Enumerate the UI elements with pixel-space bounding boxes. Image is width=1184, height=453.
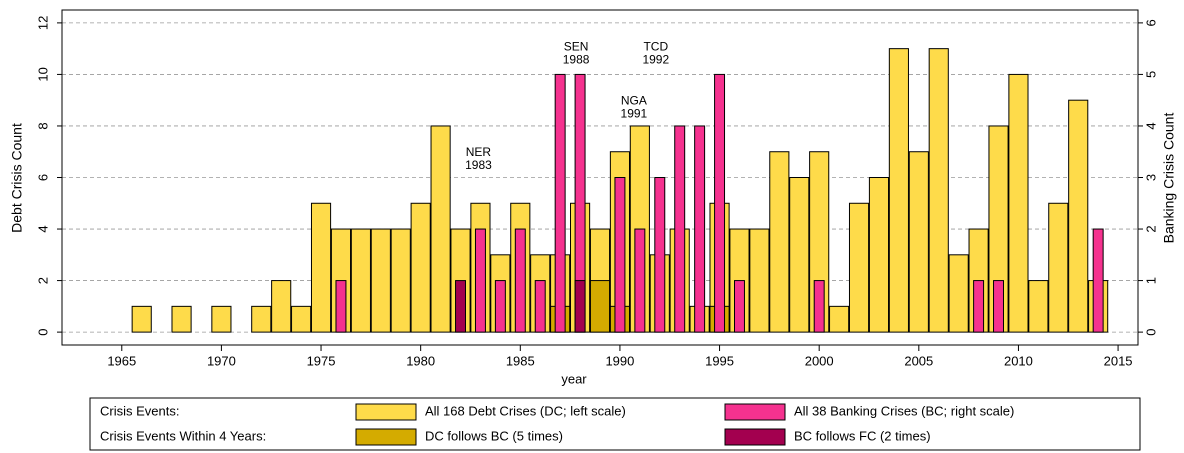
bar [634,228,646,333]
bar [534,280,546,333]
annotation: NER [466,145,492,159]
bar [574,280,586,333]
annotation: NGA [621,94,647,108]
plot-frame [61,9,1139,346]
bar [310,202,332,333]
bar [829,305,850,333]
x-tick-label: 2000 [805,353,834,368]
x-tick-label: 1965 [107,353,136,368]
legend-swatch [355,403,417,421]
y2-tick-label: 2 [1143,225,1158,232]
bar [410,202,431,333]
y-axis-title: Debt Crisis Count [9,123,25,233]
bar [888,48,909,333]
x-tick-label: 1985 [506,353,535,368]
bar [789,177,810,333]
bar [251,305,272,333]
annotation: 1992 [642,52,669,66]
bar [614,177,626,333]
y2-axis-title: Banking Crisis Count [1161,113,1177,244]
bar [211,305,232,333]
legend-swatch [724,403,786,421]
y2-tick-label: 1 [1143,277,1158,284]
bar [430,125,451,333]
bar [554,73,566,333]
x-tick-label: 1995 [705,353,734,368]
bar [848,202,870,333]
bar [813,280,825,333]
annotation: SEN [564,39,589,53]
legend-label: BC follows FC (2 times) [794,428,931,443]
bar [1068,99,1089,333]
bar [494,280,506,333]
annotation: 1988 [563,52,590,66]
x-tick-label: 1975 [307,353,336,368]
legend-swatch [355,428,417,446]
bar [1028,280,1049,333]
bar [455,280,467,333]
y2-tick-label: 5 [1143,71,1158,78]
y-tick-label: 12 [35,16,50,30]
x-tick-label: 1980 [406,353,435,368]
bar [171,305,192,333]
bar [868,177,890,333]
x-tick-label: 1990 [605,353,634,368]
x-tick-label: 2010 [1004,353,1033,368]
y2-tick-label: 0 [1143,328,1158,335]
bar [1092,228,1104,333]
x-tick-label: 1970 [207,353,236,368]
legend-label: All 168 Debt Crises (DC; left scale) [425,403,626,418]
legend-row-label: Crisis Events Within 4 Years: [100,428,266,443]
bar [370,228,391,333]
bar [271,280,292,333]
y2-tick-label: 3 [1143,174,1158,181]
legend-swatch [724,428,786,446]
y-tick-label: 6 [35,174,50,181]
bar [714,73,726,333]
legend-box [89,397,1141,451]
bar [769,151,790,333]
bar [734,280,745,333]
y-tick-label: 8 [35,122,50,129]
bar [474,228,486,333]
y2-tick-label: 4 [1143,122,1158,129]
bar [589,280,611,333]
bar [928,48,949,333]
bar [654,177,666,333]
legend-label: DC follows BC (5 times) [425,428,563,443]
bar [674,125,686,333]
annotation: 1983 [465,158,492,172]
annotation: TCD [643,39,668,53]
x-tick-label: 2005 [904,353,933,368]
bar [350,228,371,333]
bar [993,280,1005,333]
annotation: 1991 [621,107,648,121]
y-tick-label: 10 [35,67,50,81]
bar [1008,73,1029,333]
bar [749,228,770,333]
bar [335,280,347,333]
bar [694,125,706,333]
legend-label: All 38 Banking Crises (BC; right scale) [794,403,1014,418]
bar [514,228,526,333]
y-tick-label: 0 [35,328,50,335]
bar [291,305,312,333]
bar [908,151,929,333]
bar [973,280,985,333]
y-tick-label: 4 [35,225,50,232]
bar [390,228,411,333]
x-tick-label: 2015 [1104,353,1133,368]
bar [948,254,969,333]
x-axis-title: year [561,371,587,386]
bar [131,305,152,333]
y2-tick-label: 6 [1143,19,1158,26]
bar [1048,202,1069,333]
legend-row-label: Crisis Events: [100,403,179,418]
y-tick-label: 2 [35,277,50,284]
